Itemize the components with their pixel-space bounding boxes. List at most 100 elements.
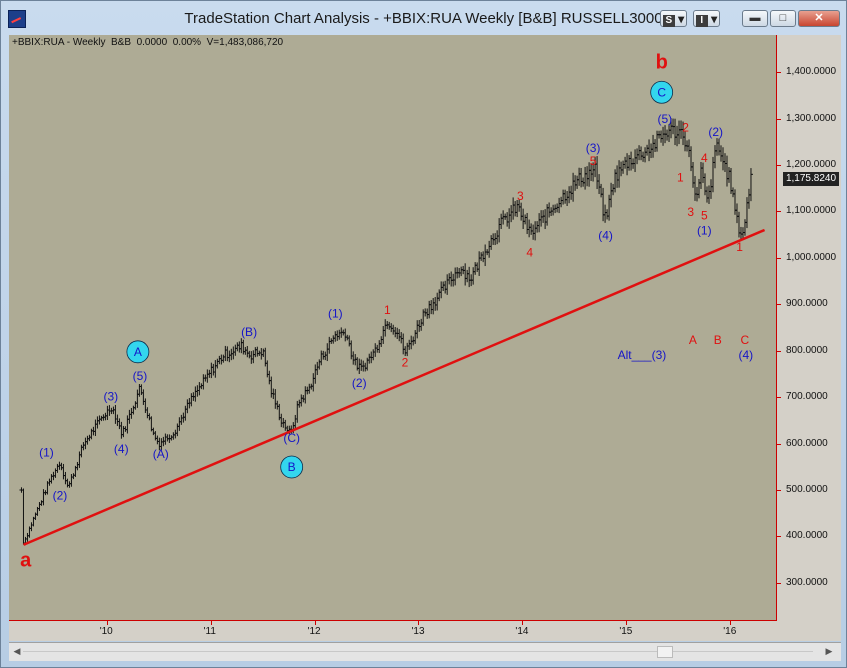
y-axis-line	[776, 35, 777, 620]
y-axis-tick	[777, 582, 781, 584]
wave-label: 1	[677, 170, 684, 184]
wave-label: 2	[402, 356, 409, 370]
trendline	[23, 228, 766, 546]
wave-label: b	[656, 51, 668, 73]
wave-label: 4	[701, 151, 708, 165]
y-axis-tick	[777, 304, 781, 306]
scroll-left-icon[interactable]: ◀	[13, 646, 21, 656]
x-axis-line	[9, 620, 777, 621]
horizontal-scrollbar[interactable]: ◀ ▶	[9, 642, 841, 661]
wave-label: (1)	[328, 306, 343, 320]
y-axis-label: 1,400.0000	[786, 66, 837, 78]
y-axis-tick	[777, 72, 781, 74]
wave-label-circle	[126, 340, 150, 364]
wave-label: (2)	[53, 488, 68, 502]
wave-label: (2)	[708, 125, 723, 139]
x-axis-tick	[210, 621, 212, 625]
wave-label: Alt___(3)	[618, 348, 667, 362]
x-axis-tick	[106, 621, 108, 625]
wave-label: 1	[384, 303, 391, 317]
wave-label: (A)	[153, 447, 169, 461]
s-menu-button[interactable]: S ▾	[660, 10, 687, 27]
s-label: S	[662, 15, 675, 27]
x-axis-tick	[418, 621, 420, 625]
x-axis-label: '11	[203, 626, 216, 637]
wave-label: B	[288, 460, 296, 474]
minimize-button[interactable]: ▬	[742, 10, 768, 27]
x-axis-label: '16	[723, 626, 737, 637]
maximize-button[interactable]: □	[770, 10, 796, 27]
y-axis-tick	[777, 211, 781, 213]
wave-label: 5	[590, 154, 597, 168]
y-axis-label: 300.0000	[786, 576, 828, 588]
y-axis-tick	[777, 490, 781, 491]
wave-label: B	[714, 333, 722, 347]
y-axis-label: 800.0000	[786, 344, 828, 356]
tradestation-app-icon[interactable]	[8, 10, 26, 28]
x-axis-tick	[314, 621, 316, 625]
y-axis-tick	[777, 118, 781, 120]
wave-label: (1)	[39, 446, 54, 460]
y-axis-tick	[777, 257, 781, 259]
wave-label: 3	[687, 205, 694, 219]
wave-label: (2)	[352, 376, 367, 390]
wave-label: 1	[736, 240, 743, 254]
wave-label: 4	[526, 245, 533, 259]
y-axis-label: 1,300.0000	[786, 112, 837, 124]
wave-label: (4)	[114, 442, 129, 456]
title-bar[interactable]: TradeStation Chart Analysis - +BBIX:RUA …	[1, 1, 846, 35]
x-axis-label: '13	[411, 626, 425, 637]
wave-label: A	[134, 345, 142, 359]
wave-label: (1)	[697, 224, 712, 238]
y-axis-label: 500.0000	[786, 484, 828, 495]
y-axis-label: 1,000.0000	[786, 251, 837, 263]
y-axis-label: 400.0000	[786, 530, 828, 542]
scroll-right-icon[interactable]: ▶	[825, 646, 833, 656]
window-title: TradeStation Chart Analysis - +BBIX:RUA …	[184, 10, 663, 27]
x-axis-tick	[522, 621, 524, 625]
wave-label: A	[689, 333, 697, 347]
x-axis-label: '15	[619, 626, 633, 637]
wave-label: 5	[701, 208, 708, 222]
wave-label: (C)	[283, 431, 300, 445]
wave-label: (B)	[241, 325, 257, 339]
y-axis-label: 1,100.0000	[786, 205, 837, 217]
price-plot[interactable]: a (1) (2) (3) (4) (5) A (A) (B) (C) B (1) (2) 1 2 3 4 (3)…	[9, 35, 776, 620]
y-axis-tick	[777, 165, 781, 166]
y-axis-label: 1,200.0000	[786, 159, 837, 170]
wave-label: (5)	[133, 369, 148, 383]
x-axis-label: '14	[515, 626, 529, 637]
wave-label: C	[740, 333, 749, 347]
price-chart-svg[interactable]: a (1) (2) (3) (4) (5) A (A) (B) (C) B (1) (2) 1 2 3 4 (3)…	[9, 35, 776, 620]
wave-label: 3	[517, 189, 524, 203]
wave-label: (4)	[739, 348, 754, 362]
wave-label: (5)	[657, 112, 672, 126]
chart-area[interactable]: a (1) (2) (3) (4) (5) A (A) (B) (C) B (1) (2) 1 2 3 4 (3)…	[9, 35, 841, 641]
wave-label: (3)	[586, 141, 601, 155]
wave-label: a	[20, 550, 32, 572]
wave-label: (3)	[104, 389, 119, 403]
wave-label-circle	[650, 80, 674, 104]
pane-header: +BBIX:RUA - Weekly B&B 0.0000 0.00% V=1,…	[12, 37, 284, 48]
scroll-track[interactable]	[23, 651, 813, 652]
y-axis-label: 600.0000	[786, 437, 828, 449]
x-axis-label: '12	[307, 626, 321, 637]
x-axis-tick	[730, 621, 732, 625]
y-axis-tick	[777, 397, 781, 399]
x-axis-tick	[626, 621, 628, 625]
y-axis-tick	[777, 536, 781, 538]
wave-label: C	[657, 85, 666, 99]
last-price-marker: 1,175.8240	[783, 172, 839, 186]
wave-label: 2	[682, 121, 689, 135]
y-axis-tick	[777, 350, 781, 352]
close-button[interactable]: ✕	[798, 10, 840, 27]
y-axis-label: 900.0000	[786, 298, 828, 310]
y-axis-tick	[777, 443, 781, 445]
i-label: I	[695, 15, 708, 27]
scroll-thumb[interactable]	[657, 646, 673, 658]
y-axis-label: 700.0000	[786, 391, 828, 403]
x-axis-label: '10	[99, 626, 113, 637]
wave-label: (4)	[598, 228, 613, 242]
i-menu-button[interactable]: I ▾	[693, 10, 720, 27]
